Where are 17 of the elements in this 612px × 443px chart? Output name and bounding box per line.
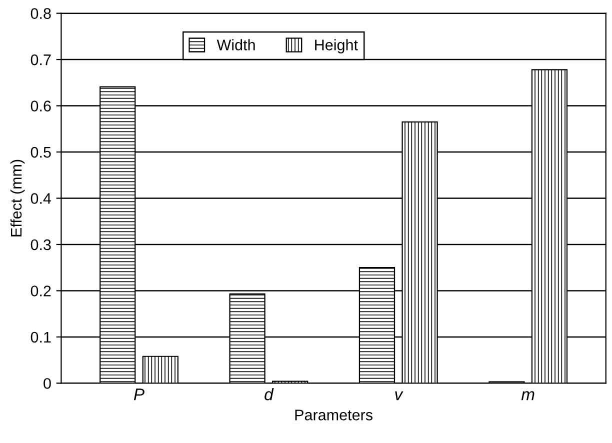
x-tick-label: v bbox=[395, 391, 404, 400]
y-tick-label: 0.1 bbox=[30, 332, 51, 343]
y-tick-label: 0.2 bbox=[30, 286, 51, 296]
legend-label: Width bbox=[216, 39, 255, 50]
x-tick-label: m bbox=[521, 391, 534, 400]
y-tick-label: 0.8 bbox=[30, 8, 51, 19]
x-axis-title: Parameters bbox=[295, 410, 372, 420]
y-tick-label: 0.5 bbox=[30, 146, 51, 158]
x-tick-label: P bbox=[134, 388, 144, 400]
y-tick-label: 0.3 bbox=[30, 239, 51, 250]
y-tick-label: 0.4 bbox=[30, 193, 52, 204]
y-axis-title: Effect (mm) bbox=[10, 160, 25, 236]
x-tick-label: d bbox=[264, 388, 274, 400]
y-tick-label: 0.7 bbox=[30, 54, 51, 66]
y-tick-label: 0 bbox=[44, 378, 51, 389]
y-tick-label: 0.6 bbox=[30, 100, 51, 112]
legend-label: Height bbox=[315, 39, 358, 54]
